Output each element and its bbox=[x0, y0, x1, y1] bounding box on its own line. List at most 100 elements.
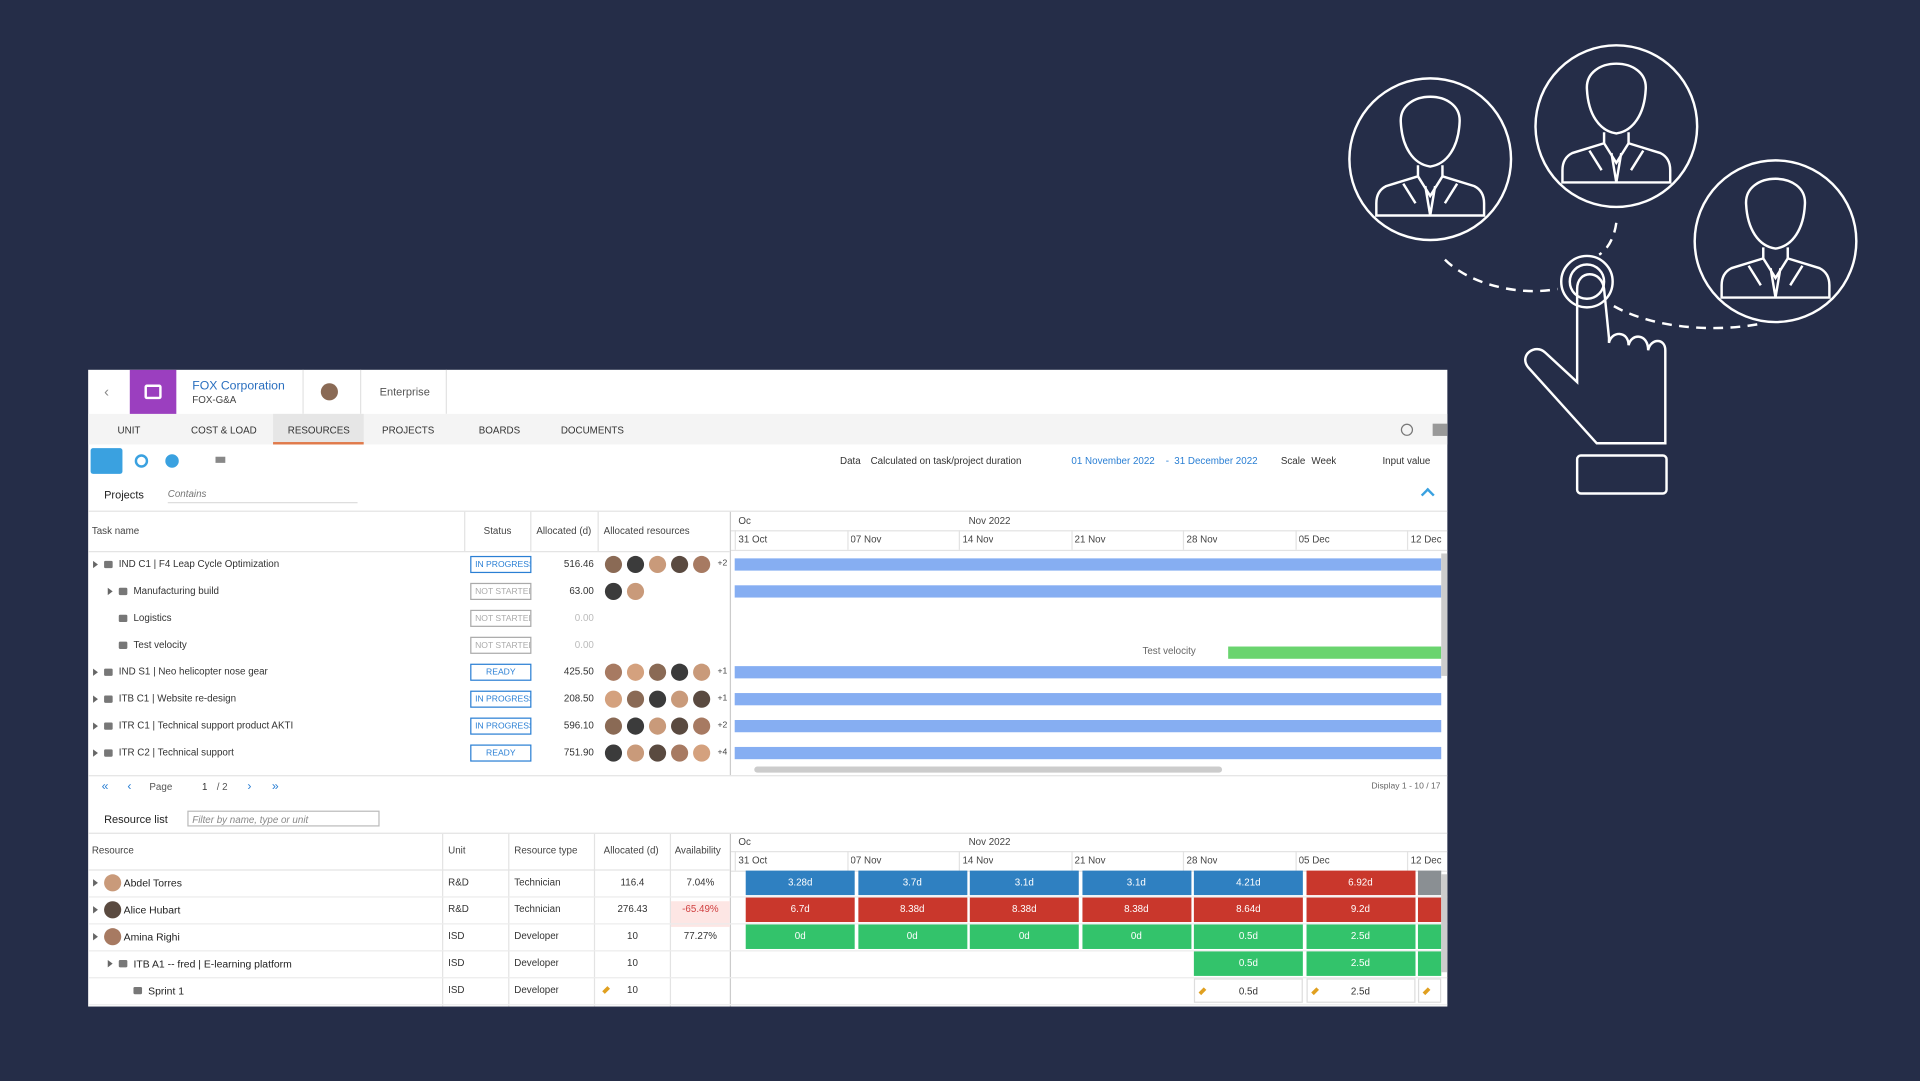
expand-toggle[interactable] bbox=[93, 560, 99, 569]
data-value[interactable]: Calculated on task/project duration bbox=[870, 455, 1022, 467]
expand-toggle[interactable] bbox=[93, 695, 99, 703]
scrollbar-v bbox=[1441, 553, 1448, 676]
load-cell[interactable]: 3.7d bbox=[857, 870, 967, 896]
avatar bbox=[626, 663, 645, 681]
date-to[interactable]: 31 December 2022 bbox=[1174, 455, 1258, 467]
divider bbox=[442, 833, 444, 1007]
load-cell[interactable] bbox=[1417, 924, 1442, 949]
expand-toggle[interactable] bbox=[93, 749, 99, 757]
load-cell[interactable]: 8.38d bbox=[857, 897, 967, 923]
week-label: 12 Dec bbox=[1410, 533, 1442, 545]
pager-button[interactable]: « bbox=[101, 780, 109, 794]
load-cell[interactable]: 2.5d bbox=[1305, 951, 1415, 976]
tab[interactable]: PROJECTS bbox=[382, 424, 435, 436]
divider bbox=[729, 511, 732, 776]
avatar bbox=[104, 928, 122, 946]
unit-icon-glyph bbox=[144, 384, 162, 400]
task-name: ITR C1 | Technical support product AKTI bbox=[118, 720, 294, 732]
load-cell[interactable]: 8.38d bbox=[969, 897, 1079, 923]
resource-name: Abdel Torres bbox=[123, 876, 182, 889]
input-label[interactable]: Input value bbox=[1382, 455, 1431, 467]
column-header: Task name bbox=[91, 525, 140, 537]
load-cell[interactable]: 6.7d bbox=[745, 897, 855, 923]
resource-name: Amina Righi bbox=[123, 930, 180, 943]
load-cell[interactable]: 8.64d bbox=[1193, 897, 1303, 923]
status-badge: READY bbox=[470, 744, 532, 762]
load-cell[interactable]: 4.21d bbox=[1193, 870, 1303, 896]
divider bbox=[1182, 851, 1185, 871]
tab[interactable]: BOARDS bbox=[478, 424, 521, 436]
gantt-bar bbox=[734, 585, 1442, 598]
load-cell[interactable]: 0.5d bbox=[1193, 978, 1303, 1003]
filter-button[interactable] bbox=[215, 456, 226, 466]
app-panel: ‹ FOX Corporation FOX-G&A Enterprise UNIT COS… bbox=[88, 369, 1448, 1007]
load-cell[interactable] bbox=[1417, 897, 1442, 923]
resources-filter[interactable]: Filter by name, type or unit bbox=[187, 810, 380, 827]
load-cell[interactable]: 3.1d bbox=[1081, 870, 1191, 896]
load-cell[interactable] bbox=[1417, 951, 1442, 976]
load-cell[interactable]: 0d bbox=[969, 924, 1079, 949]
pager-button[interactable]: ‹ bbox=[127, 780, 132, 794]
alert-button[interactable] bbox=[165, 454, 179, 468]
divider bbox=[1294, 851, 1297, 871]
task-name: Logistics bbox=[133, 612, 172, 624]
allocated: 0.00 bbox=[574, 639, 594, 651]
pager-button[interactable]: › bbox=[247, 780, 252, 794]
collapse-button[interactable] bbox=[1420, 487, 1435, 502]
load-cell[interactable]: 2.5d bbox=[1305, 924, 1415, 949]
divider bbox=[846, 851, 848, 871]
divider bbox=[734, 530, 736, 550]
load-cell[interactable]: 6.92d bbox=[1305, 870, 1415, 896]
task-name: Manufacturing build bbox=[133, 585, 219, 597]
divider bbox=[731, 549, 1448, 552]
divider bbox=[669, 833, 672, 1007]
load-cell[interactable]: 8.38d bbox=[1081, 897, 1191, 923]
bar-label: Test velocity bbox=[1142, 645, 1196, 657]
load-cell[interactable]: 9.2d bbox=[1305, 897, 1415, 923]
load-cell[interactable]: 2.5d bbox=[1305, 978, 1415, 1003]
pager-button[interactable]: » bbox=[271, 780, 279, 794]
more-resources: +2 bbox=[717, 721, 728, 730]
date-sep[interactable]: - bbox=[1165, 455, 1169, 467]
tab[interactable]: DOCUMENTS bbox=[560, 424, 624, 436]
load-cell[interactable]: 0.5d bbox=[1193, 924, 1303, 949]
active-tab bbox=[273, 413, 364, 445]
column-header: Allocated (d) bbox=[603, 844, 659, 856]
team-button[interactable] bbox=[90, 448, 123, 474]
expand-toggle[interactable] bbox=[107, 587, 114, 596]
column-header: Resource bbox=[91, 844, 134, 856]
avatar bbox=[604, 690, 623, 708]
load-cell[interactable]: 0d bbox=[857, 924, 967, 949]
search-button[interactable] bbox=[134, 454, 149, 468]
tab[interactable]: RESOURCES bbox=[287, 424, 350, 436]
expand-toggle[interactable] bbox=[93, 879, 99, 887]
divider bbox=[530, 511, 532, 552]
expand-toggle[interactable] bbox=[93, 933, 99, 941]
task-icon bbox=[118, 960, 128, 968]
expand-toggle[interactable] bbox=[107, 960, 114, 968]
load-cell[interactable]: 0d bbox=[745, 924, 855, 949]
load-cell[interactable]: 0.5d bbox=[1193, 951, 1303, 976]
more-resources: +2 bbox=[717, 559, 728, 569]
menu-icon bbox=[1432, 423, 1448, 436]
task-name: IND C1 | F4 Leap Cycle Optimization bbox=[118, 558, 280, 570]
company-name: FOX Corporation bbox=[192, 379, 285, 394]
month-label: Nov 2022 bbox=[968, 515, 1011, 527]
date-from[interactable]: 01 November 2022 bbox=[1071, 455, 1155, 467]
allocated: 10 bbox=[626, 957, 638, 969]
divider bbox=[597, 511, 599, 552]
task-icon bbox=[104, 560, 113, 569]
load-cell[interactable]: 0d bbox=[1081, 924, 1191, 949]
load-cell[interactable] bbox=[1417, 870, 1442, 896]
load-cell[interactable]: 3.28d bbox=[745, 870, 855, 896]
tab[interactable]: COST & LOAD bbox=[191, 424, 257, 436]
projects-filter: Contains bbox=[167, 486, 358, 504]
avatar bbox=[604, 663, 623, 681]
expand-toggle[interactable] bbox=[93, 722, 99, 730]
back-button[interactable]: ‹ bbox=[104, 383, 109, 401]
load-cell[interactable]: 3.1d bbox=[969, 870, 1079, 896]
expand-toggle[interactable] bbox=[93, 906, 99, 914]
expand-toggle[interactable] bbox=[93, 668, 99, 676]
scale-value[interactable]: Week bbox=[1311, 455, 1337, 467]
tab[interactable]: UNIT bbox=[117, 424, 141, 436]
